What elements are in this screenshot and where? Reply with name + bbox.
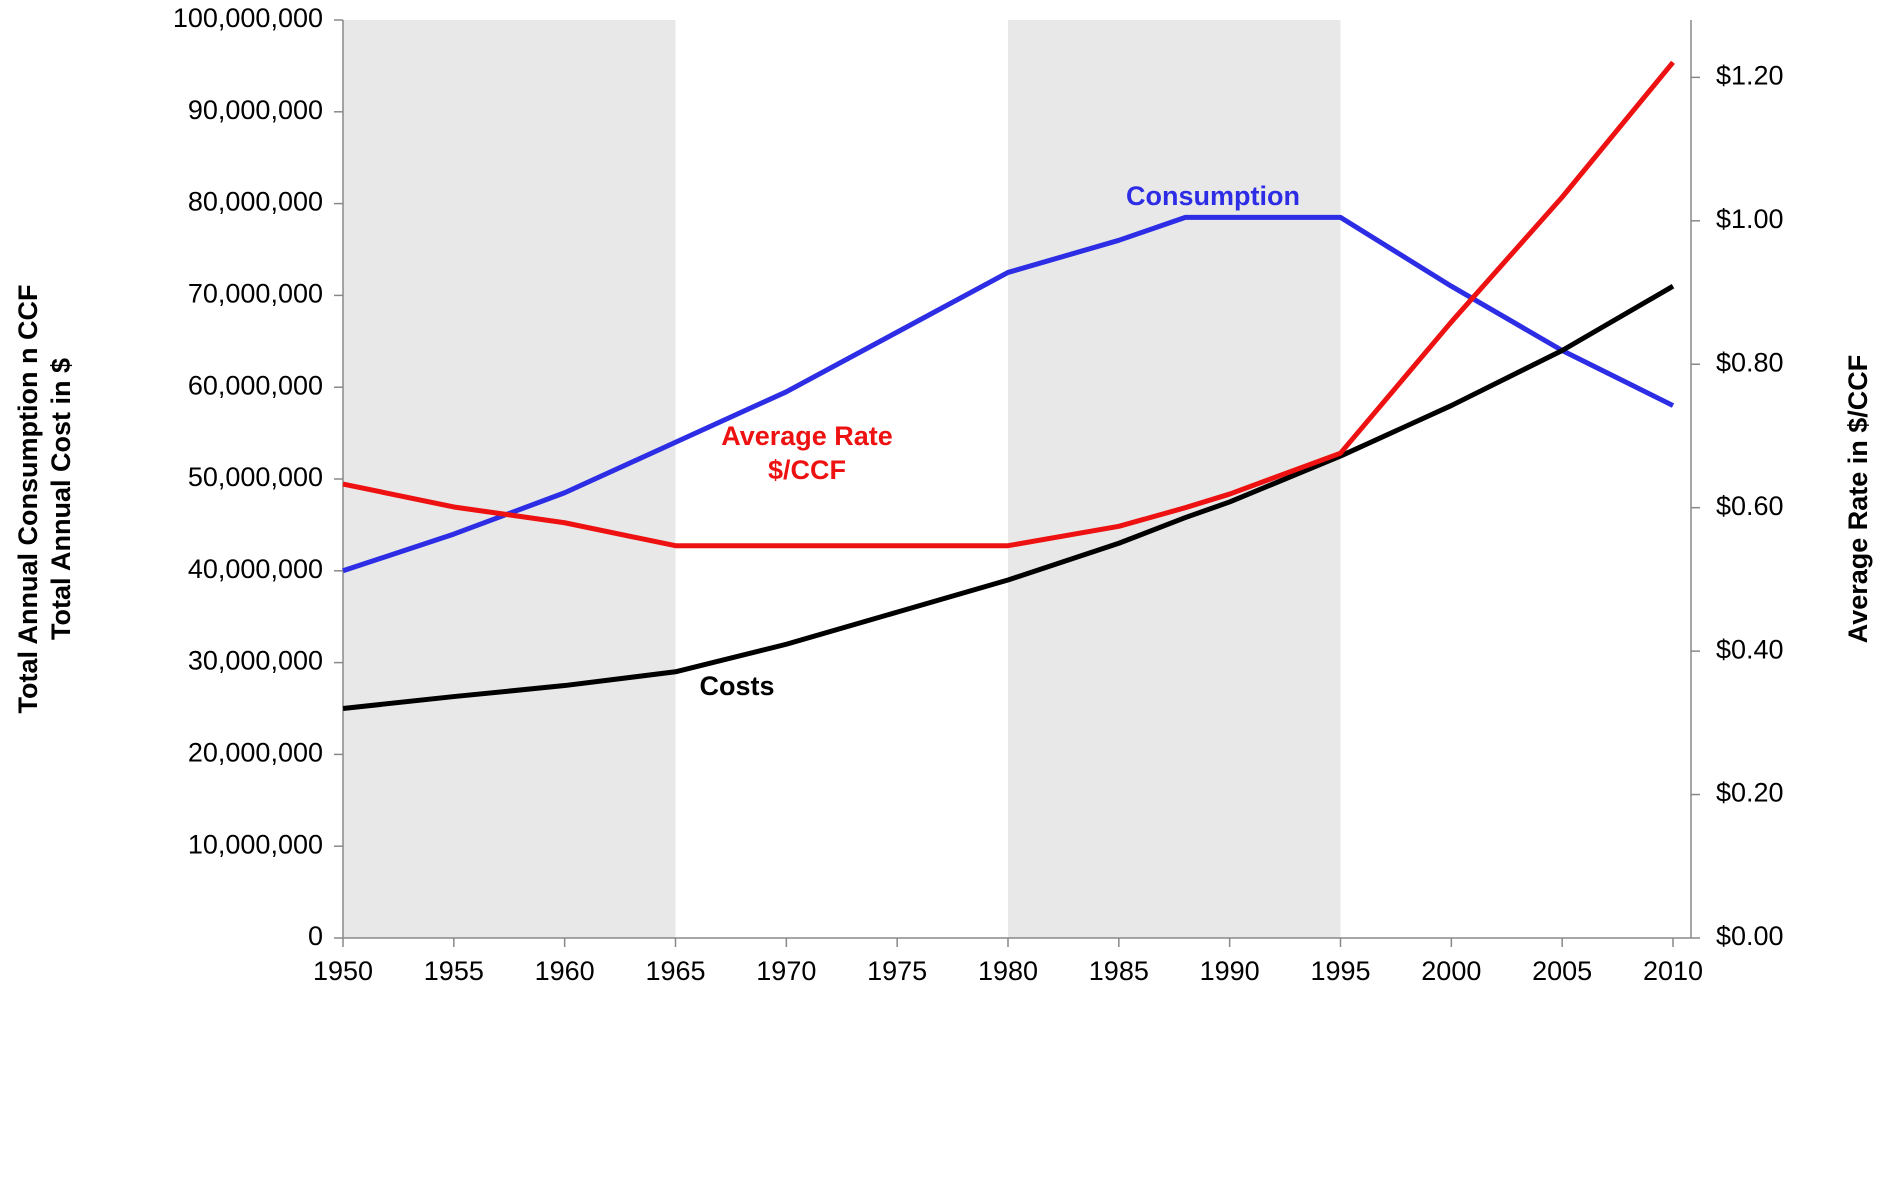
x-tick-label: 1955	[424, 956, 484, 986]
y2-tick-label: $0.40	[1716, 634, 1784, 664]
series-line	[342, 284, 1675, 711]
x-tick-label: 1965	[645, 956, 705, 986]
y-tick-label: 80,000,000	[188, 187, 323, 217]
y2-tick-label: $0.20	[1716, 778, 1784, 808]
x-tick-label: 1950	[313, 956, 373, 986]
y2-tick-label: $1.00	[1716, 204, 1784, 234]
x-tick-label: 1975	[867, 956, 927, 986]
labels: 0 10,000,000 20,000,000 30,000,000 40,000,00…	[13, 3, 1873, 986]
y-tick-label: 40,000,000	[188, 554, 323, 584]
y-tick-label: 20,000,000	[188, 738, 323, 768]
y2-tick-label: $0.00	[1716, 921, 1784, 951]
y2-tick-label: $1.20	[1716, 61, 1784, 91]
x-tick-label: 1990	[1200, 956, 1260, 986]
y-tick-label: 90,000,000	[188, 95, 323, 125]
y-tick-label: 70,000,000	[188, 279, 323, 309]
x-tick-label: 1980	[978, 956, 1038, 986]
y-tick-label: 0	[308, 921, 323, 951]
x-tick-label: 1985	[1089, 956, 1149, 986]
y-tick-label: 10,000,000	[188, 829, 323, 859]
series-line	[342, 214, 1675, 574]
lines	[342, 60, 1675, 711]
series-line	[342, 60, 1675, 549]
y-axis-label: Total Annual Cost in $	[46, 358, 76, 640]
x-tick-label: 1960	[535, 956, 595, 986]
annotation: Consumption	[1126, 181, 1300, 211]
x-tick-label: 1995	[1310, 956, 1370, 986]
shaded-band	[343, 20, 676, 938]
y-tick-label: 60,000,000	[188, 370, 323, 400]
y2-tick-label: $0.80	[1716, 347, 1784, 377]
annotation: Costs	[699, 671, 774, 701]
y-tick-label: 30,000,000	[188, 646, 323, 676]
y-tick-label: 50,000,000	[188, 462, 323, 492]
y-axis-label: Total Annual Consumption n CCF	[13, 285, 43, 714]
y2-tick-label: $0.60	[1716, 491, 1784, 521]
x-tick-label: 1970	[756, 956, 816, 986]
y2-axis-label: Average Rate in $/CCF	[1843, 355, 1873, 644]
x-tick-label: 2005	[1532, 956, 1592, 986]
x-tick-label: 2010	[1643, 956, 1703, 986]
x-tick-label: 2000	[1421, 956, 1481, 986]
annotation: Average Rate	[721, 421, 893, 451]
y-tick-label: 100,000,000	[173, 3, 323, 33]
annotation: $/CCF	[768, 455, 846, 485]
axes	[334, 19, 1700, 947]
